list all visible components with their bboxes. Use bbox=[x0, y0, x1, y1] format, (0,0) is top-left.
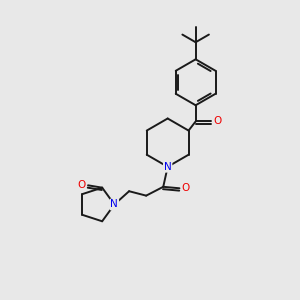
Text: N: N bbox=[110, 200, 118, 209]
Text: N: N bbox=[164, 162, 172, 172]
Text: O: O bbox=[77, 180, 86, 190]
Text: O: O bbox=[213, 116, 222, 126]
Text: O: O bbox=[182, 183, 190, 193]
